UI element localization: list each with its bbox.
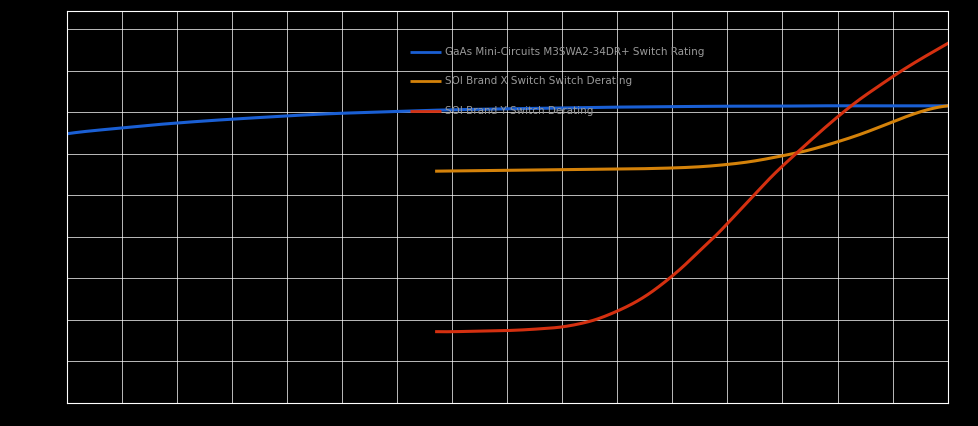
Text: SOI Brand Y Switch Derating: SOI Brand Y Switch Derating xyxy=(445,106,594,115)
Text: SOI Brand X Switch Switch Derating: SOI Brand X Switch Switch Derating xyxy=(445,76,632,86)
Text: GaAs Mini-Circuits M3SWA2-34DR+ Switch Rating: GaAs Mini-Circuits M3SWA2-34DR+ Switch R… xyxy=(445,47,704,57)
